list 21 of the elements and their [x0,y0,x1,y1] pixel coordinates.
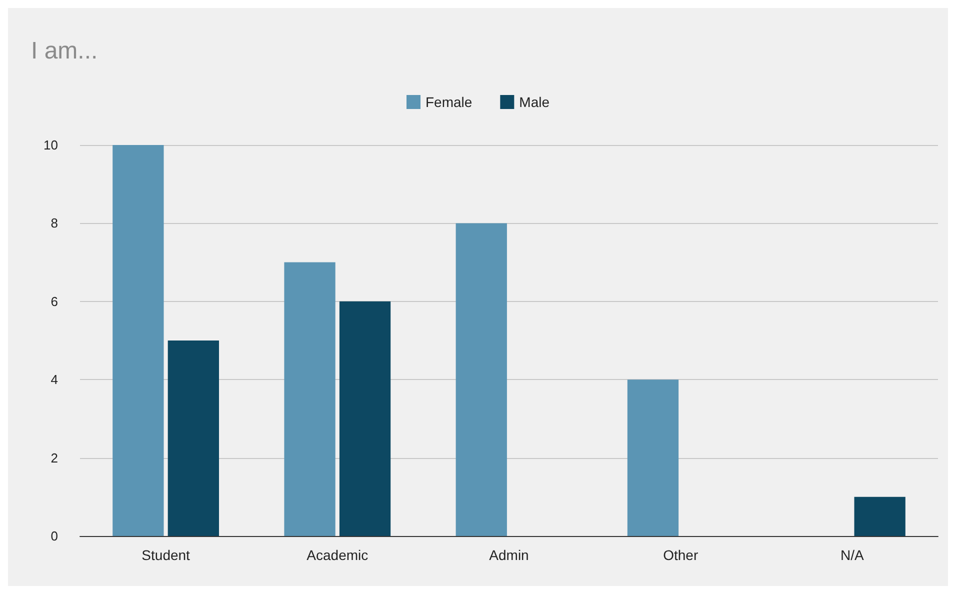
legend-label: Female [425,94,472,110]
y-tick-label: 6 [50,294,58,309]
bar [854,496,906,536]
bar [456,223,507,536]
y-tick-label: 10 [44,138,58,152]
y-tick-label: 2 [50,450,58,466]
x-tick-label: Academic [306,547,368,563]
chart-title: I am... [31,38,98,64]
legend-label: Male [519,94,550,110]
bar [284,262,336,536]
bar [339,301,391,536]
y-tick-label: 4 [50,372,58,388]
bar [627,380,679,536]
x-tick-label: Other [663,547,698,563]
bar [168,340,219,536]
y-tick-label: 8 [50,216,58,231]
y-tick-label: 0 [50,528,58,544]
x-tick-label: Admin [489,547,529,563]
x-tick-label: N/A [840,547,865,563]
bar [112,145,164,536]
x-tick-label: Student [142,547,190,563]
